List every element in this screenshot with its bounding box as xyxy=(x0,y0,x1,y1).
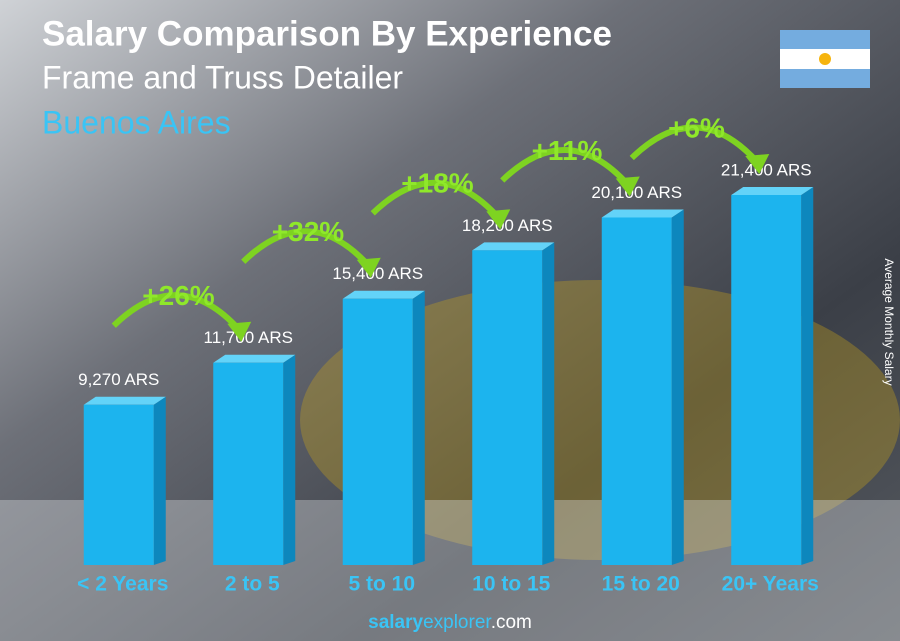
bar-top xyxy=(601,209,684,218)
change-label: +11% xyxy=(532,135,603,166)
change-arrow xyxy=(629,124,760,165)
x-tick-label: < 2 Years xyxy=(77,573,168,596)
bar-side xyxy=(801,187,814,565)
x-tick-label: 2 to 5 xyxy=(225,573,280,596)
footer-part: salary xyxy=(368,612,423,633)
x-tick-label: 10 to 15 xyxy=(472,573,551,596)
change-arrow xyxy=(111,292,242,332)
y-axis-label: Average Monthly Salary xyxy=(882,258,896,385)
x-tick-label: 15 to 20 xyxy=(602,573,680,596)
change-label: +18% xyxy=(401,168,473,199)
change-arrow xyxy=(370,179,501,220)
subtitle: Frame and Truss Detailer xyxy=(42,59,403,95)
change-arrow xyxy=(500,147,630,187)
change-arrowhead xyxy=(615,176,640,197)
footer-part: .com xyxy=(491,612,532,633)
x-tick-label: 20+ Years xyxy=(722,573,819,596)
bar-top xyxy=(342,290,425,299)
bar-side xyxy=(153,396,166,565)
x-tick-label: 5 to 10 xyxy=(348,573,415,596)
bar-side xyxy=(283,354,296,565)
value-label: 21,400 ARS xyxy=(721,160,812,179)
value-label: 11,700 ARS xyxy=(204,328,293,347)
footer-part: explorer xyxy=(423,612,492,633)
change-arrowhead xyxy=(227,321,252,342)
change-label: +32% xyxy=(272,216,344,247)
change-label: +26% xyxy=(142,280,214,311)
value-label: 15,400 ARS xyxy=(332,264,423,283)
flag xyxy=(780,30,870,88)
location: Buenos Aires xyxy=(42,104,231,140)
footer: salaryexplorer.com xyxy=(368,612,532,633)
value-label: 18,200 ARS xyxy=(462,216,553,235)
bar-top xyxy=(731,187,814,195)
bar xyxy=(213,362,284,565)
bar-top xyxy=(213,354,296,363)
bar xyxy=(731,195,802,565)
value-label: 9,270 ARS xyxy=(78,370,159,389)
change-label: +6% xyxy=(668,112,725,143)
bar xyxy=(601,217,672,566)
value-label: 20,100 ARS xyxy=(591,183,682,202)
bar-top xyxy=(83,396,166,405)
bar xyxy=(83,404,154,565)
bar-side xyxy=(671,209,684,566)
bar xyxy=(472,250,543,566)
title: Salary Comparison By Experience xyxy=(42,14,612,53)
change-arrowhead xyxy=(356,257,381,278)
flag-sun xyxy=(819,53,831,65)
bar-side xyxy=(412,290,425,565)
bar-top xyxy=(472,242,555,251)
bar xyxy=(342,298,413,565)
bar-side xyxy=(542,242,555,566)
change-arrow xyxy=(241,228,371,268)
change-arrowhead xyxy=(745,154,770,174)
change-arrowhead xyxy=(486,209,511,230)
